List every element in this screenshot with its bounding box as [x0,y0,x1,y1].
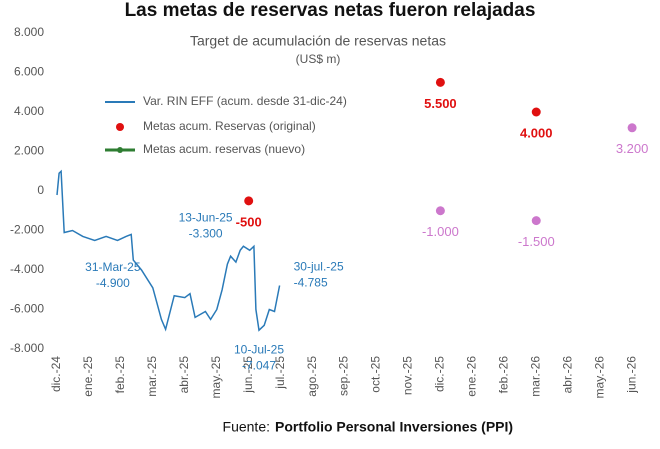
x-tick-label: dic.-24 [49,356,63,392]
line-series [56,169,281,332]
scatter-point [244,196,254,206]
annotation: 31-Mar-25 [85,260,141,274]
legend-label: Metas acum. reservas (nuevo) [143,142,305,156]
value-label: -1.000 [422,224,459,239]
units: (US$ m) [296,52,341,66]
x-tick-label: feb.-25 [113,356,127,394]
y-tick-label: -4.000 [10,262,44,276]
annotation: 10-Jul-25 [234,342,284,356]
x-tick-label: dic.-25 [433,356,447,392]
y-tick-label: 6.000 [14,65,44,79]
x-tick-label: feb.-26 [496,356,510,394]
x-tick-label: mar.-26 [528,356,542,397]
x-tick-label: abr.-26 [560,356,574,394]
y-tick-label: 0 [37,183,44,197]
y-tick-label: -6.000 [10,302,44,316]
scatter-point [435,206,445,216]
source: Portfolio Personal Inversiones (PPI) [275,419,513,435]
x-tick-label: jul.-25 [273,356,287,390]
annotation: -4.900 [96,276,130,290]
scatter-point [435,77,445,87]
chart-title: Las metas de reservas netas fueron relaj… [125,0,536,21]
x-tick-label: ene.-25 [81,356,95,397]
x-tick-label: may.-25 [209,356,223,399]
legend-label: Metas acum. Reservas (original) [143,119,316,133]
y-tick-label: -8.000 [10,341,44,355]
value-label: -500 [236,214,262,229]
scatter-point [531,216,541,226]
value-label: 4.000 [520,125,553,140]
source-prefix: Fuente: [223,419,270,435]
x-tick-label: may.-26 [592,356,606,399]
x-tick-label: oct.-25 [369,356,383,393]
legend-label: Var. RIN EFF (acum. desde 31-dic-24) [143,94,347,108]
value-label: -1.500 [518,234,555,249]
x-tick-label: jun.-26 [624,356,638,394]
scatter-point [531,107,541,117]
y-tick-label: -2.000 [10,223,44,237]
y-tick-label: 2.000 [14,144,44,158]
y-tick-label: 4.000 [14,104,44,118]
x-tick-label: abr.-25 [177,356,191,394]
legend-swatch [117,147,123,153]
legend-swatch [116,123,124,131]
annotation: -7.047 [242,358,276,372]
value-label: 3.200 [616,141,649,156]
annotation: 30-jul.-25 [294,260,344,274]
annotation: -4.785 [294,276,328,290]
chart-subtitle: Target de acumulación de reservas netas [190,33,446,49]
scatter-point [627,123,637,133]
x-tick-label: jun.-25 [241,356,255,394]
annotation: 13-Jun-25 [179,210,233,224]
x-tick-label: mar.-25 [145,356,159,397]
value-label: 5.500 [424,96,457,111]
x-tick-label: ene.-26 [465,356,479,397]
y-tick-label: 8.000 [14,25,44,39]
x-tick-label: nov.-25 [401,356,415,395]
annotation: -3.300 [189,226,223,240]
x-tick-label: sep.-25 [337,356,351,396]
x-tick-label: ago.-25 [305,356,319,397]
